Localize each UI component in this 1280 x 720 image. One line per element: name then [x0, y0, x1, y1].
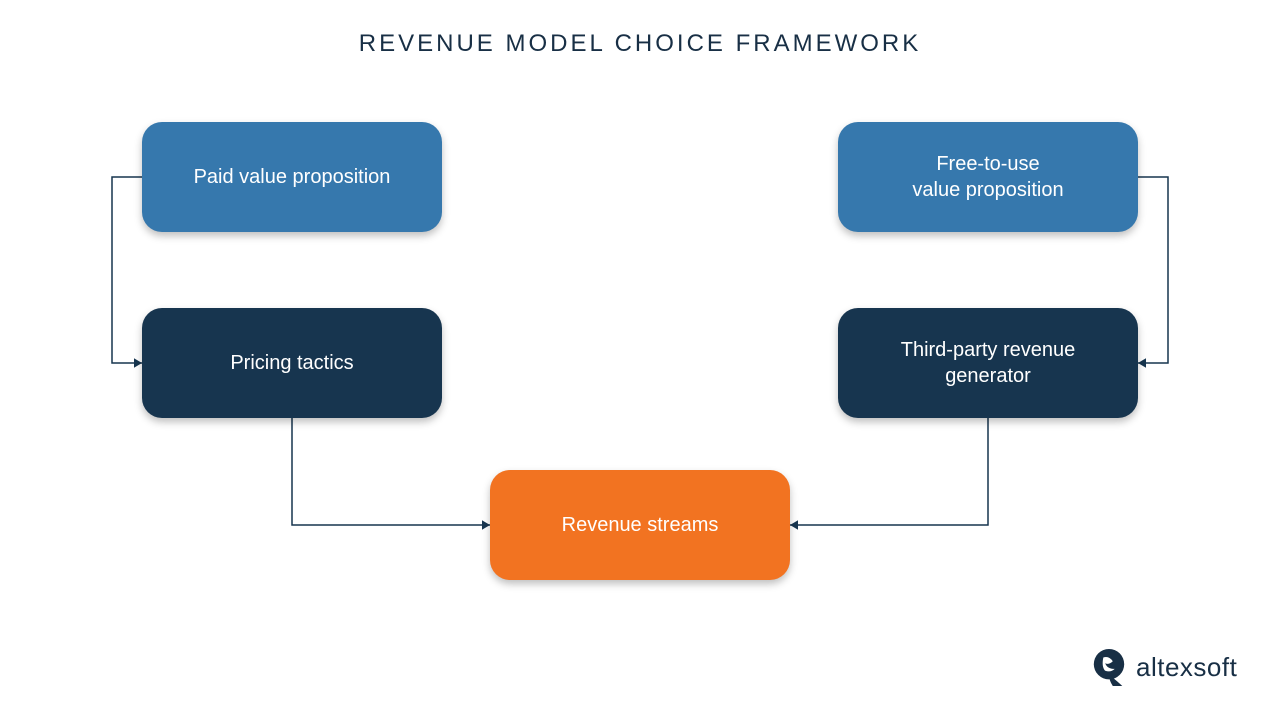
node-free: Free-to-use value proposition [838, 122, 1138, 232]
logo-text: altexsoft [1136, 652, 1237, 683]
arrowhead-1 [1138, 358, 1146, 368]
edge-thirdparty-revenue [790, 418, 988, 525]
arrowhead-2 [482, 520, 490, 530]
edge-paid-pricing [112, 177, 142, 363]
node-thirdparty: Third-party revenue generator [838, 308, 1138, 418]
diagram-title: REVENUE MODEL CHOICE FRAMEWORK [0, 30, 1280, 58]
edge-pricing-revenue [292, 418, 490, 525]
arrowhead-0 [134, 358, 142, 368]
edge-free-thirdparty [1138, 177, 1168, 363]
arrowhead-3 [790, 520, 798, 530]
node-paid: Paid value proposition [142, 122, 442, 232]
logo-mark-icon [1090, 648, 1128, 686]
node-pricing: Pricing tactics [142, 308, 442, 418]
brand-logo: altexsoft [1090, 648, 1237, 686]
node-revenue: Revenue streams [490, 470, 790, 580]
